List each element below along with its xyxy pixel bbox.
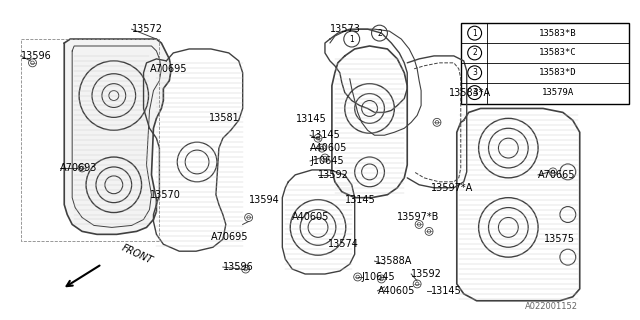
Text: 13145: 13145 (345, 195, 376, 205)
Text: 13583*D: 13583*D (539, 68, 577, 77)
Text: A70665: A70665 (538, 170, 575, 180)
Text: A70695: A70695 (211, 232, 248, 242)
Text: A70693: A70693 (60, 163, 98, 173)
Text: 1: 1 (472, 28, 477, 38)
Text: A40605: A40605 (378, 286, 415, 296)
Text: 13596: 13596 (223, 262, 253, 272)
Text: 13592: 13592 (318, 170, 349, 180)
Text: A40605: A40605 (310, 143, 348, 153)
Text: 13597*B: 13597*B (397, 212, 440, 222)
Text: 13145: 13145 (296, 114, 327, 124)
Text: A70695: A70695 (150, 64, 187, 74)
Text: 13575: 13575 (544, 234, 575, 244)
Text: 13573: 13573 (330, 24, 361, 34)
Polygon shape (64, 39, 172, 234)
Text: FRONT: FRONT (120, 243, 154, 266)
Text: 13588A: 13588A (374, 256, 412, 266)
Text: 13145: 13145 (431, 286, 462, 296)
Text: 13583*A: 13583*A (449, 88, 491, 98)
Text: 3: 3 (472, 68, 477, 77)
Text: 2: 2 (377, 28, 382, 38)
Text: 13594: 13594 (248, 195, 280, 205)
Text: 2: 2 (472, 48, 477, 57)
Text: J10645: J10645 (362, 272, 396, 282)
Text: 13597*A: 13597*A (431, 183, 473, 193)
Text: 13592: 13592 (412, 269, 442, 279)
Text: 13596: 13596 (20, 51, 51, 61)
Text: 13581: 13581 (209, 113, 240, 124)
Text: 4: 4 (472, 88, 477, 97)
Text: 1: 1 (349, 35, 354, 44)
Text: 13583*C: 13583*C (539, 48, 577, 57)
Text: 13570: 13570 (150, 190, 180, 200)
Text: 13574: 13574 (328, 239, 359, 249)
Text: A022001152: A022001152 (525, 302, 578, 311)
Text: 13572: 13572 (132, 24, 163, 34)
Text: A40605: A40605 (292, 212, 330, 222)
Bar (461, 23, 629, 105)
Text: 13583*B: 13583*B (539, 28, 577, 38)
Text: 13145: 13145 (310, 130, 341, 140)
Text: 13579A: 13579A (542, 88, 574, 97)
Text: J10645: J10645 (310, 156, 344, 166)
